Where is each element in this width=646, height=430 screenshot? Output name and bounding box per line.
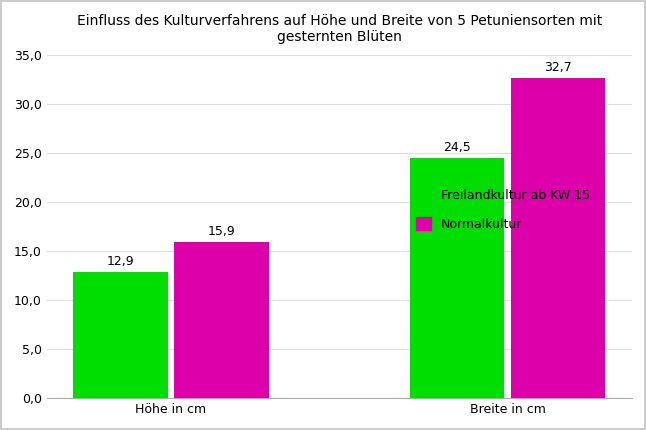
Legend: Freilandkultur ab KW 15, Normalkultur: Freilandkultur ab KW 15, Normalkultur xyxy=(416,188,590,230)
Text: 32,7: 32,7 xyxy=(545,61,572,74)
Bar xyxy=(73,272,167,398)
Text: 15,9: 15,9 xyxy=(207,225,235,238)
Text: 24,5: 24,5 xyxy=(443,141,471,154)
Bar xyxy=(410,158,505,398)
Title: Einfluss des Kulturverfahrens auf Höhe und Breite von 5 Petuniensorten mit
geste: Einfluss des Kulturverfahrens auf Höhe u… xyxy=(77,14,602,44)
Bar xyxy=(511,77,605,398)
Bar xyxy=(174,243,269,398)
Text: 12,9: 12,9 xyxy=(107,255,134,268)
